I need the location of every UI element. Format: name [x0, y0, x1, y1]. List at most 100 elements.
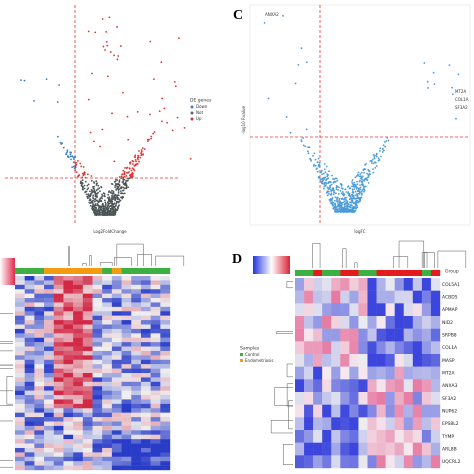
heatmap-cell — [140, 461, 151, 466]
heatmap-cell — [92, 417, 103, 422]
heatmap-cell — [140, 381, 151, 387]
heatmap-cell — [53, 289, 64, 294]
heatmap-cell — [53, 430, 64, 435]
point — [122, 180, 125, 183]
heatmap-cell — [131, 403, 142, 409]
heatmap-cell — [44, 306, 54, 312]
point — [96, 209, 99, 212]
point — [300, 140, 303, 143]
point — [314, 158, 317, 161]
point — [285, 116, 288, 118]
heatmap-cell — [92, 315, 103, 321]
heatmap-cell — [394, 392, 404, 405]
point — [365, 177, 368, 180]
heatmap-cell — [15, 315, 25, 321]
point — [344, 188, 347, 191]
heatmap-cell — [63, 328, 74, 334]
heatmap-cell — [131, 421, 142, 427]
point — [80, 180, 82, 183]
point — [282, 14, 284, 17]
heatmap-cell — [82, 456, 93, 462]
heatmap-cell — [421, 430, 432, 443]
heatmap-cell — [63, 452, 74, 457]
point — [325, 182, 328, 185]
point — [377, 157, 380, 160]
heatmap-cell — [92, 311, 103, 316]
heatmap-cell — [150, 456, 161, 462]
point — [363, 189, 366, 192]
heatmap-cell — [44, 350, 54, 356]
heatmap-cell — [53, 306, 64, 312]
point — [113, 206, 116, 209]
heatmap-cell — [349, 442, 359, 456]
panel-b: Samples Control Endometriosis — [0, 243, 273, 471]
heatmap-cell — [73, 417, 84, 422]
heatmap-cell — [15, 311, 25, 316]
heatmap-cell — [376, 442, 386, 456]
heatmap-cell — [82, 447, 93, 453]
point — [123, 192, 126, 195]
heatmap-cell — [385, 404, 395, 418]
point — [81, 179, 84, 182]
heatmap-cell — [121, 461, 132, 466]
heatmap-cell — [92, 342, 103, 347]
heatmap-cell — [403, 366, 414, 380]
point — [79, 162, 82, 165]
heatmap-cell — [304, 328, 314, 342]
heatmap-cell — [73, 306, 84, 312]
heatmap-cell — [121, 439, 132, 444]
row-label: COL1A — [442, 345, 458, 351]
heatmap-cell — [44, 346, 54, 352]
heatmap-cell — [295, 354, 305, 367]
heatmap-cell — [102, 337, 113, 343]
heatmap-cell — [111, 324, 122, 330]
heatmap-cell — [73, 447, 84, 453]
heatmap-cell — [24, 284, 35, 290]
heatmap-cell — [53, 337, 64, 343]
heatmap-cell — [160, 399, 171, 405]
heatmap-cell — [421, 379, 432, 393]
heatmap-cell — [53, 328, 64, 334]
heatmap-cell — [160, 364, 171, 369]
point — [74, 164, 77, 167]
heatmap-cell — [82, 311, 93, 316]
heatmap-cell — [140, 434, 151, 440]
point — [118, 176, 121, 178]
point — [73, 167, 76, 170]
heatmap-cell — [102, 306, 113, 312]
heatmap-cell — [160, 443, 171, 449]
heatmap-cell — [15, 412, 25, 418]
y-label: -log10 P.value — [241, 106, 246, 134]
heatmap-cell — [102, 377, 113, 383]
heatmap-cell — [15, 461, 25, 466]
heatmap-cell — [44, 298, 54, 303]
annotation-cell — [73, 268, 84, 274]
heatmap-cell — [53, 298, 64, 303]
point — [307, 150, 309, 153]
heatmap-cell — [160, 412, 171, 418]
point — [134, 159, 137, 161]
point — [74, 169, 77, 172]
annotation-cell — [313, 270, 323, 276]
heatmap-cell — [349, 366, 359, 380]
heatmap-cell — [24, 434, 35, 440]
heatmap-cell — [82, 377, 93, 383]
annotation-cell — [430, 270, 441, 276]
point — [74, 155, 76, 158]
heatmap-cell — [24, 452, 35, 457]
heatmap-cell — [92, 430, 103, 435]
point — [101, 195, 104, 197]
heatmap-cell — [394, 354, 404, 367]
point — [331, 189, 334, 192]
heatmap-cell — [82, 284, 93, 290]
heatmap-cell — [63, 311, 74, 316]
annotation-cell — [304, 270, 314, 276]
heatmap-cell — [394, 328, 404, 342]
heatmap-cell — [358, 316, 368, 329]
heatmap-cell — [358, 354, 368, 367]
heatmap-cell — [102, 355, 113, 360]
heatmap-cell — [73, 377, 84, 383]
heatmap-cell — [340, 354, 350, 367]
heatmap-cell — [376, 328, 386, 342]
point — [335, 177, 338, 180]
